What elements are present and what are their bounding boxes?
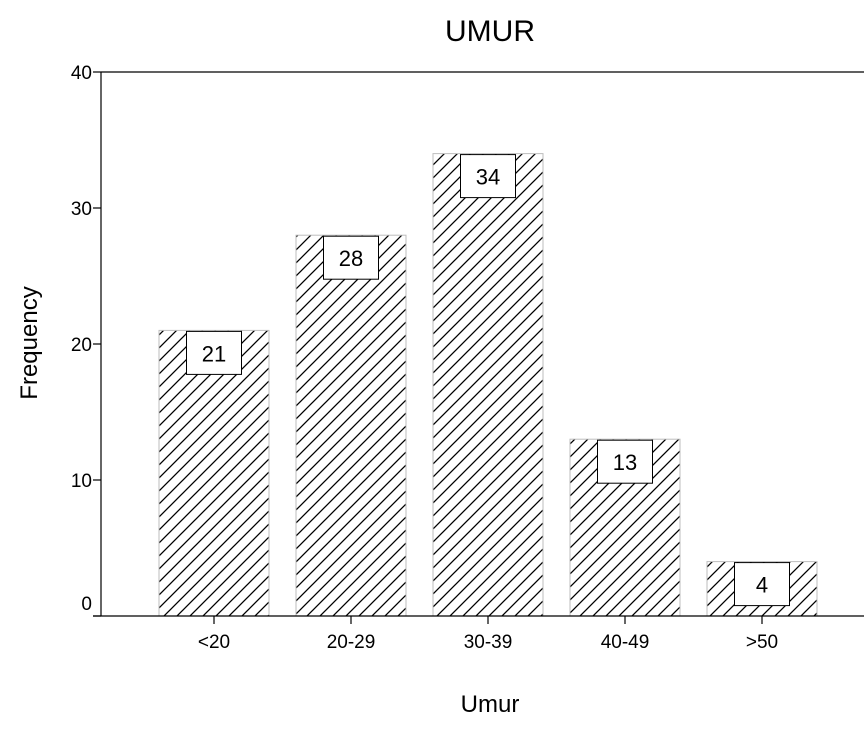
x-tick-label: >50 xyxy=(746,632,778,653)
data-label: 28 xyxy=(339,246,363,271)
data-label-box xyxy=(460,154,516,199)
y-tick-label: 20 xyxy=(71,335,92,356)
data-label: 21 xyxy=(202,341,226,366)
bar-3 xyxy=(432,153,544,617)
data-label: 4 xyxy=(756,573,768,598)
x-tick-label: 30-39 xyxy=(464,632,513,653)
x-tick-label: <20 xyxy=(198,632,230,653)
data-label: 34 xyxy=(476,165,500,190)
data-label-box xyxy=(186,330,242,375)
x-tick-label: 20-29 xyxy=(327,632,376,653)
y-tick-label: 30 xyxy=(71,199,92,220)
data-label: 13 xyxy=(613,450,637,475)
y-tick-label: 40 xyxy=(71,63,92,84)
data-label-box xyxy=(597,439,653,484)
bar-1 xyxy=(158,329,270,617)
x-axis-label: Umur xyxy=(461,691,520,718)
chart-title: UMUR xyxy=(445,15,535,48)
data-label-box xyxy=(323,235,379,280)
y-tick-label: 10 xyxy=(71,471,92,492)
bar-2 xyxy=(295,234,407,617)
data-label-box xyxy=(734,562,790,607)
y-tick-label: 0 xyxy=(81,594,92,615)
x-tick-label: 40-49 xyxy=(601,632,650,653)
plot-area: 0 10 20 30 40 <20 20-29 30-39 40-49 >50 21 28 34 13 4 xyxy=(71,63,864,653)
y-axis-label: Frequency xyxy=(16,286,43,399)
